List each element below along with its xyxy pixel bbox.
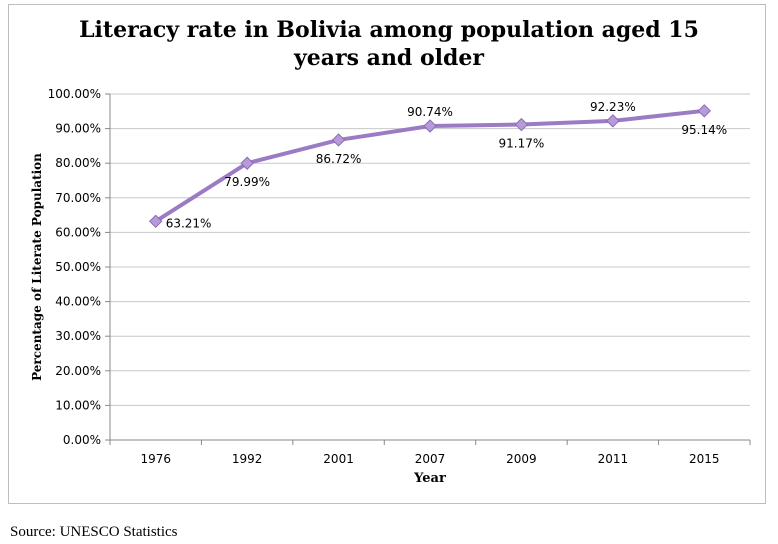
x-tick-label: 2011: [598, 452, 629, 466]
x-axis-title: Year: [413, 471, 446, 486]
data-point-marker: [331, 133, 346, 147]
chart-title-line-2: years and older: [294, 45, 484, 71]
y-tick-label: 10.00%: [55, 398, 101, 412]
y-tick-label: 100.00%: [48, 87, 101, 101]
data-point-marker: [423, 119, 437, 133]
data-label: 92.23%: [590, 100, 636, 114]
chart-title: Literacy rate in Bolivia among populatio…: [0, 16, 778, 72]
data-label: 86.72%: [316, 152, 362, 166]
source-note: Source: UNESCO Statistics: [10, 524, 178, 540]
chart-frame: [8, 4, 766, 504]
data-point-marker: [697, 104, 711, 118]
data-point-marker: [149, 214, 163, 229]
x-tick-label: 2007: [415, 452, 446, 466]
y-axis-title: Percentage of Literate Population: [30, 153, 44, 381]
x-tick-label: 2001: [323, 452, 354, 466]
data-label: 79.99%: [224, 175, 270, 189]
data-point-marker: [514, 117, 529, 132]
y-tick-label: 40.00%: [55, 295, 101, 309]
data-label: 91.17%: [499, 137, 545, 151]
y-tick-label: 70.00%: [55, 191, 101, 205]
data-point-marker: [606, 114, 620, 128]
x-tick-label: 2009: [506, 452, 537, 466]
x-tick-label: 2015: [689, 452, 720, 466]
data-label: 95.14%: [681, 123, 727, 137]
data-point-marker: [240, 156, 254, 170]
y-tick-label: 50.00%: [55, 260, 101, 274]
y-tick-label: 60.00%: [55, 225, 101, 239]
data-label: 90.74%: [407, 105, 453, 119]
data-label: 63.21%: [166, 216, 212, 230]
y-tick-label: 90.00%: [55, 122, 101, 136]
y-tick-label: 80.00%: [55, 156, 101, 170]
x-tick-label: 1992: [232, 452, 263, 466]
x-tick-label: 1976: [140, 452, 171, 466]
y-tick-label: 30.00%: [55, 329, 101, 343]
y-tick-label: 20.00%: [55, 364, 101, 378]
chart-title-line-1: Literacy rate in Bolivia among populatio…: [79, 17, 699, 43]
y-tick-label: 0.00%: [63, 433, 101, 447]
